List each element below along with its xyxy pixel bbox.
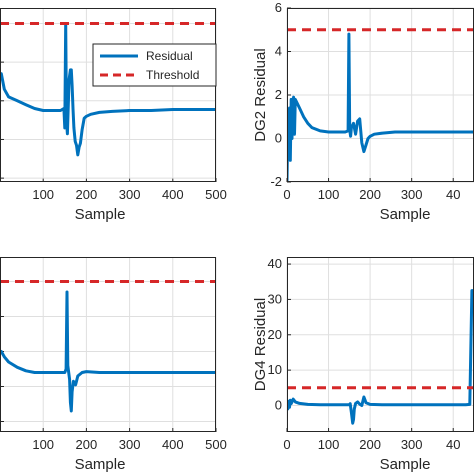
x-tick-label: 300 bbox=[119, 187, 141, 202]
x-tick-label: 200 bbox=[76, 437, 98, 452]
y-tick-label: -2 bbox=[270, 174, 282, 189]
residual-line bbox=[287, 32, 474, 182]
legend: Residual Threshold bbox=[92, 43, 217, 87]
x-tick-label: 400 bbox=[162, 437, 184, 452]
axes-box bbox=[0, 257, 216, 432]
x-tick-label: 0 bbox=[283, 187, 290, 202]
axes-box bbox=[0, 8, 216, 182]
x-tick-label: 40 bbox=[446, 437, 460, 452]
x-tick-label: 200 bbox=[359, 437, 381, 452]
legend-threshold-label: Threshold bbox=[146, 68, 199, 82]
x-tick-label: 0 bbox=[283, 437, 290, 452]
x-tick-label: 300 bbox=[401, 437, 423, 452]
x-tick-label: 100 bbox=[32, 187, 54, 202]
x-axis-label: Sample bbox=[75, 456, 126, 473]
x-tick-label: 100 bbox=[318, 187, 340, 202]
series-group bbox=[0, 22, 216, 157]
x-tick-label: 200 bbox=[76, 187, 98, 202]
y-tick-label: 0 bbox=[275, 131, 282, 146]
x-tick-label: 40 bbox=[446, 187, 460, 202]
plot-area bbox=[287, 257, 474, 432]
y-tick-label: 4 bbox=[275, 44, 282, 59]
y-tick-label: 40 bbox=[268, 256, 282, 271]
x-tick-label: 300 bbox=[119, 437, 141, 452]
x-axis-label: Sample bbox=[75, 206, 126, 223]
y-axis-label: DG2 Residual bbox=[252, 48, 269, 141]
x-tick-label: 500 bbox=[205, 437, 227, 452]
residual-line bbox=[287, 289, 474, 425]
legend-residual-label: Residual bbox=[146, 49, 193, 63]
legend-box bbox=[92, 43, 217, 87]
x-tick-label: 200 bbox=[359, 187, 381, 202]
plot-area bbox=[0, 8, 216, 182]
panel-bottom-left: 100 200 300 400 500 Sample bbox=[0, 257, 227, 473]
y-tick-label: 2 bbox=[275, 87, 282, 102]
x-axis-label: Sample bbox=[380, 206, 431, 223]
x-tick-label: 100 bbox=[32, 437, 54, 452]
series-group bbox=[287, 28, 474, 182]
plot-area bbox=[0, 257, 216, 432]
y-tick-label: 6 bbox=[275, 0, 282, 15]
x-tick-label: 500 bbox=[205, 187, 227, 202]
y-tick-label: 30 bbox=[268, 291, 282, 306]
residual-line bbox=[0, 290, 216, 413]
series-group bbox=[0, 280, 216, 413]
residual-line bbox=[0, 22, 216, 157]
panel-top-left: 100 200 300 400 500 Sample bbox=[0, 8, 227, 223]
y-tick-label: 0 bbox=[275, 397, 282, 412]
y-tick-label: 20 bbox=[268, 327, 282, 342]
x-axis-label: Sample bbox=[380, 456, 431, 473]
series-group bbox=[287, 289, 474, 425]
y-tick-label: 10 bbox=[268, 362, 282, 377]
x-tick-label: 100 bbox=[318, 437, 340, 452]
x-tick-label: 300 bbox=[401, 187, 423, 202]
y-axis-label: DG4 Residual bbox=[252, 298, 269, 391]
x-tick-label: 400 bbox=[162, 187, 184, 202]
